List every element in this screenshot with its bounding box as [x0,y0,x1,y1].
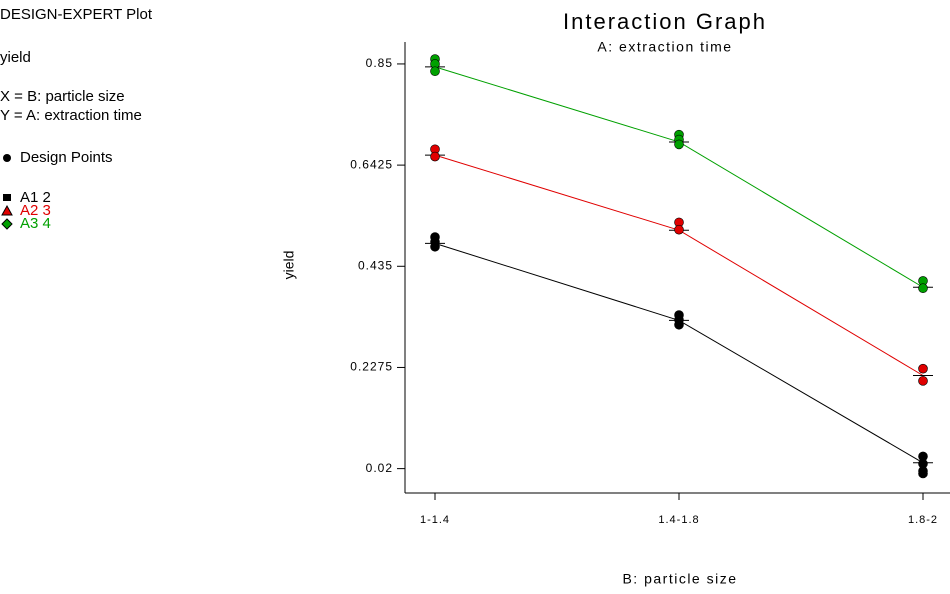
legend-label: A1 2 [20,189,51,206]
x-factor: X = B: particle size [0,88,125,105]
x-axis-label: B: particle size [622,571,737,587]
chart-title: Interaction Graph [563,9,767,34]
design-point [918,283,928,294]
series-line [434,154,924,376]
y-tick-label: 0.6425 [350,157,393,171]
design-point [430,241,440,252]
legend-label: A3 4 [20,215,51,232]
legend-marker [1,218,13,230]
legend-marker [1,204,13,216]
design-point [674,319,684,330]
y-factor: Y = A: extraction time [0,107,142,124]
design-point [430,66,440,77]
series-line [434,242,924,464]
design-points-label: Design Points [20,149,113,166]
x-tick-label: 1.4-1.8 [658,514,699,526]
design-point [918,376,928,386]
design-point-icon [3,154,11,162]
design-point [918,468,928,479]
x-tick-label: 1.8-2 [908,514,938,526]
chart-subtitle: A: extraction time [597,39,732,55]
y-tick-label: 0.85 [366,56,393,70]
design-point [674,224,684,235]
design-point [430,151,440,162]
x-tick-label: 1-1.4 [420,514,450,526]
y-tick-label: 0.02 [366,461,393,475]
design-point [918,363,928,374]
design-point [674,139,684,150]
response: yield [0,49,31,66]
series-line [434,66,924,288]
y-tick-label: 0.2275 [350,360,393,374]
legend-marker [3,194,11,201]
legend-label: A2 3 [20,202,51,219]
header: DESIGN-EXPERT Plot [0,6,153,23]
y-tick-label: 0.435 [358,258,393,272]
y-axis-label: yield [281,251,297,280]
